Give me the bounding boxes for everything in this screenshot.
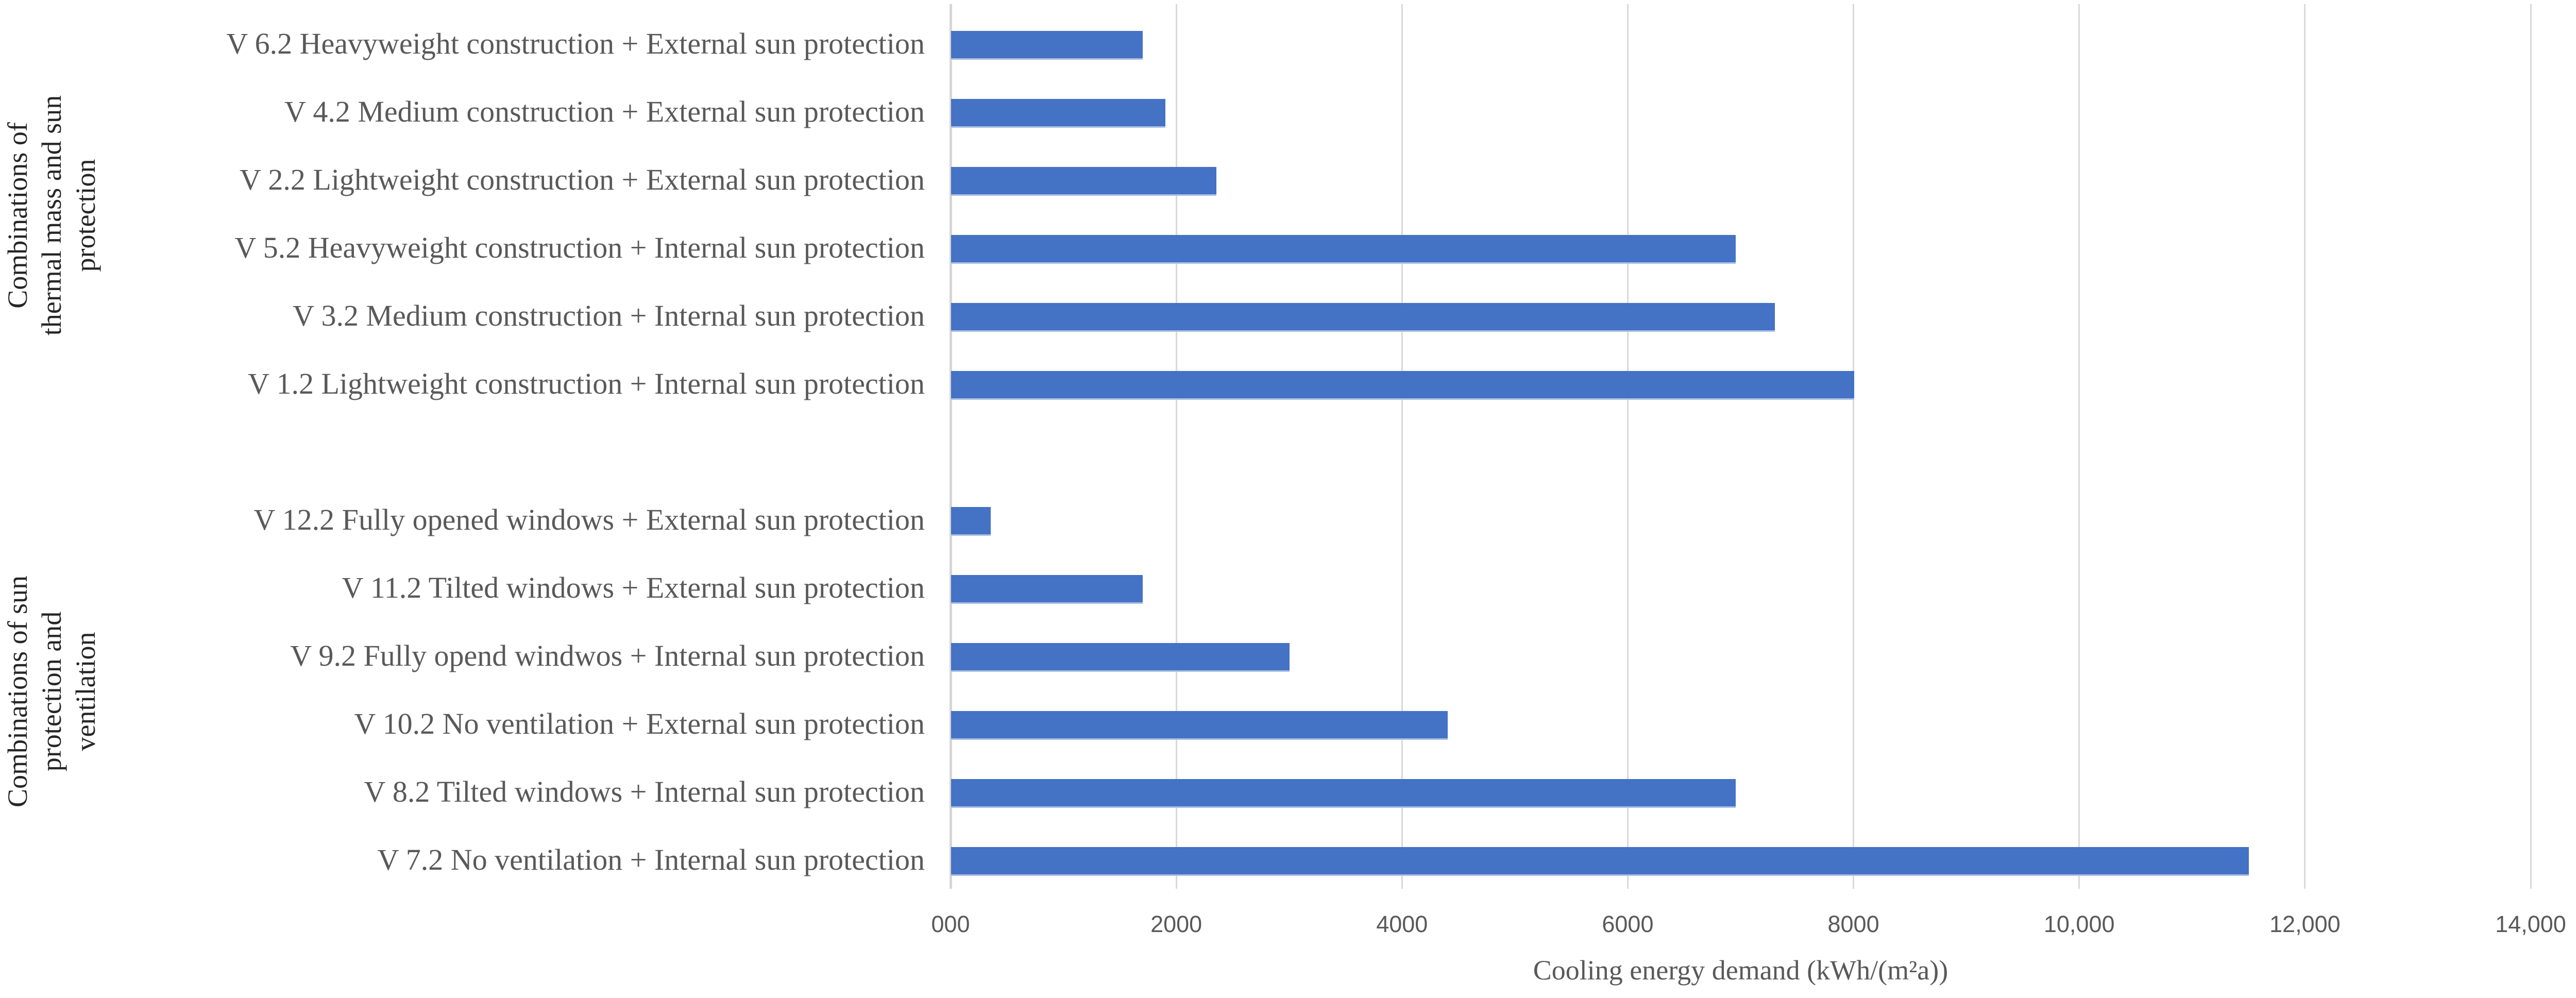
gridline [1626, 4, 1629, 889]
x-tick-label: 10,000 [2043, 911, 2115, 937]
bar [951, 643, 1290, 672]
category-label: V 7.2 No ventilation + Internal sun prot… [377, 843, 925, 876]
bar [951, 575, 1143, 604]
category-label: V 4.2 Medium construction + External sun… [284, 95, 925, 128]
category-label: V 2.2 Lightweight construction + Externa… [240, 163, 925, 196]
gridline [1853, 4, 1855, 889]
gridline [1175, 4, 1177, 889]
category-label: V 12.2 Fully opened windows + External s… [253, 503, 925, 536]
bar [951, 507, 991, 536]
gridline [2530, 4, 2532, 889]
bar [951, 847, 2249, 876]
gridline [2304, 4, 2306, 889]
category-label: V 8.2 Tilted windows + Internal sun prot… [364, 775, 925, 808]
bar [951, 167, 1216, 196]
group-label-thermal-mass: Combinations of thermal mass and sun pro… [2, 95, 101, 336]
x-tick-label: 6000 [1602, 911, 1654, 937]
bar [951, 31, 1143, 60]
bar [951, 371, 1854, 400]
category-label: V 5.2 Heavyweight construction + Interna… [234, 231, 925, 264]
category-label: V 6.2 Heavyweight construction + Externa… [226, 27, 925, 60]
category-label: V 11.2 Tilted windows + External sun pro… [342, 571, 925, 604]
group-label-ventilation: Combinations of sun protection and venti… [2, 576, 101, 808]
x-tick-label: 2000 [1150, 911, 1202, 937]
bar [951, 711, 1448, 740]
gridline [1401, 4, 1403, 889]
bar [951, 99, 1166, 128]
category-label: V 9.2 Fully opend windwos + Internal sun… [290, 639, 925, 672]
category-label: V 1.2 Lightweight construction + Interna… [248, 367, 925, 400]
x-tick-label: 8000 [1827, 911, 1879, 937]
y-axis-line [949, 4, 952, 889]
gridline [2078, 4, 2080, 889]
x-tick-label: 12,000 [2269, 911, 2341, 937]
category-label: V 10.2 No ventilation + External sun pro… [354, 707, 925, 740]
bar [951, 779, 1736, 808]
x-tick-label: 14,000 [2495, 911, 2566, 937]
bar [951, 235, 1736, 264]
bar [951, 303, 1775, 332]
x-tick-label: 4000 [1376, 911, 1428, 937]
x-tick-label: 000 [931, 911, 970, 937]
category-label: V 3.2 Medium construction + Internal sun… [293, 299, 925, 332]
x-axis-title: Cooling energy demand (kWh/(m²a)) [1533, 955, 1948, 986]
